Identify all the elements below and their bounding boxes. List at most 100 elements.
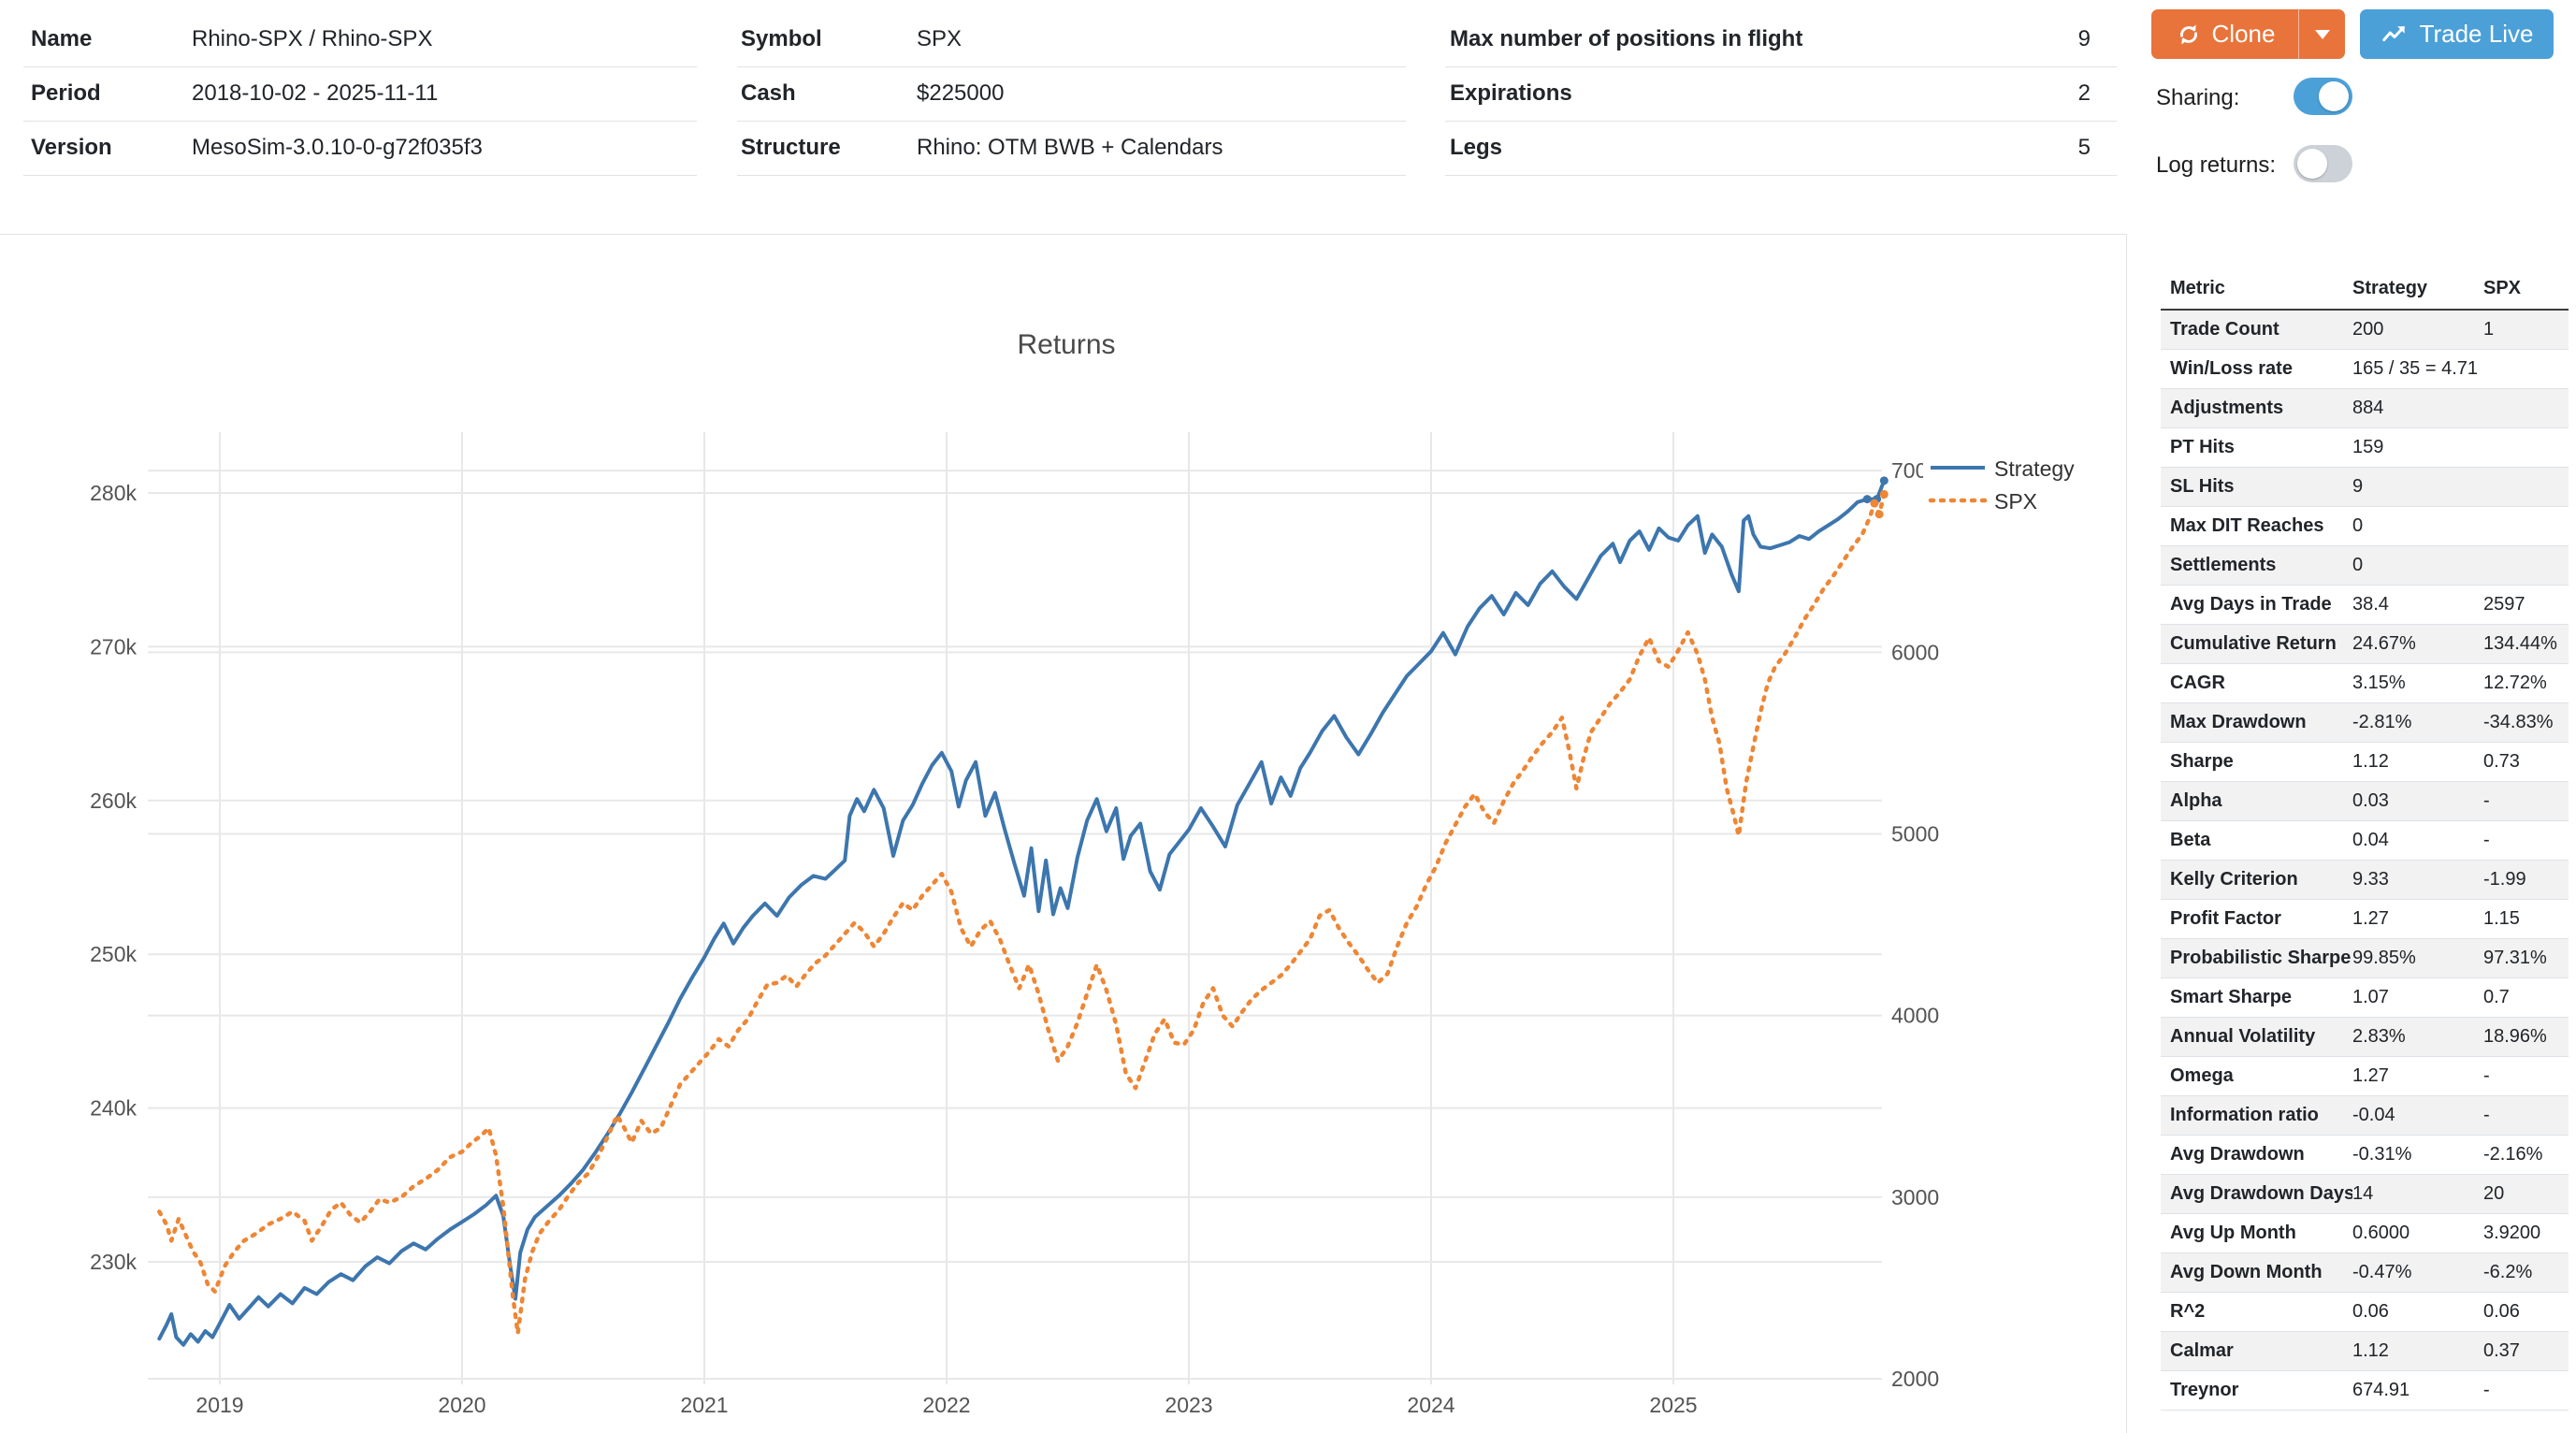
field-symbol: Symbol SPX [737,12,1406,67]
table-cell: Smart Sharpe [2170,987,2293,1007]
field-name: Name Rhino-SPX / Rhino-SPX [23,12,697,67]
table-cell: 1.07 [2352,987,2389,1007]
table-cell: 0.04 [2352,830,2389,850]
table-cell: -2.16% [2483,1144,2543,1165]
field-max-positions-label: Max number of positions in flight [1450,26,1803,51]
field-version-label: Version [31,135,112,160]
table-cell: 0.03 [2352,790,2389,811]
table-cell: -1.99 [2483,869,2526,890]
metrics-table: Metric Strategy SPX Trade Count 200 1 Win/L… [2161,268,2569,1433]
table-row: Treynor 674.91 - [2161,1371,2569,1411]
chart-axis-ticks: 230k 240k 250k 260k 270k 280k 2000 3000 4000 5000… [90,458,1939,1417]
clone-button[interactable]: Clone [2151,9,2298,59]
table-cell: Avg Down Month [2170,1262,2323,1282]
table-row: Max DIT Reaches 0 [2161,507,2569,546]
table-row: PT Hits 159 [2161,428,2569,468]
table-cell: Information ratio [2170,1105,2319,1125]
table-row: Sharpe 1.12 0.73 [2161,743,2569,782]
table-cell: SL Hits [2170,476,2235,497]
table-cell: Treynor [2170,1380,2239,1400]
metrics-table-header: Metric Strategy SPX [2161,268,2569,311]
table-cell: -0.47% [2352,1262,2412,1282]
log-returns-toggle-label: Log returns: [2156,152,2277,178]
table-cell: 1 [2483,319,2495,340]
spx-end-markers [1870,489,1889,519]
table-row: CAGR 3.15% 12.72% [2161,664,2569,703]
sharing-toggle[interactable] [2294,78,2352,115]
table-cell: Trade Count [2170,319,2279,340]
table-cell: - [2483,1380,2490,1400]
field-cash-label: Cash [741,80,796,106]
table-cell: -0.31% [2352,1144,2412,1165]
field-legs-value: 5 [2077,135,2091,160]
header-divider [0,234,2126,235]
sharing-toggle-label: Sharing: [2156,85,2240,110]
table-cell: Avg Days in Trade [2170,594,2332,615]
table-cell: -6.2% [2483,1262,2533,1282]
table-row: Adjustments 884 [2161,389,2569,428]
field-expirations-value: 2 [2077,80,2091,106]
table-cell: 14 [2352,1183,2374,1204]
log-returns-toggle[interactable] [2294,145,2352,182]
field-structure-label: Structure [741,135,841,160]
svg-text:2023: 2023 [1165,1393,1212,1417]
table-row: Calmar 1.12 0.37 [2161,1332,2569,1371]
table-cell: 1.12 [2352,1340,2389,1361]
table-cell: 0.37 [2483,1340,2520,1361]
field-expirations-label: Expirations [1450,80,1572,106]
table-cell: 18.96% [2483,1026,2547,1047]
table-row: Settlements 0 [2161,546,2569,586]
table-cell: -0.04 [2352,1105,2395,1125]
table-cell: 165 / 35 = 4.71 [2352,358,2479,379]
svg-text:2019: 2019 [195,1393,243,1417]
table-cell: 97.31% [2483,948,2547,968]
table-cell: -34.83% [2483,712,2554,732]
table-cell: Omega [2170,1065,2234,1086]
column-header-metric: Metric [2170,277,2225,298]
spx-line [157,492,1887,1336]
field-expirations: Expirations 2 [1445,66,2117,122]
table-row: Probabilistic Sharpe 99.85% 97.31% [2161,939,2569,978]
field-legs-label: Legs [1450,135,1503,160]
field-structure: Structure Rhino: OTM BWB + Calendars [737,121,1406,176]
svg-text:4000: 4000 [1891,1004,1939,1028]
chart-legend[interactable]: Strategy SPX [1923,445,2125,528]
table-row: Avg Drawdown -0.31% -2.16% [2161,1136,2569,1175]
field-name-label: Name [31,26,93,51]
table-cell: Probabilistic Sharpe [2170,948,2352,968]
table-row: Trade Count 200 1 [2161,311,2569,350]
table-cell: Annual Volatility [2170,1026,2316,1047]
svg-text:2021: 2021 [680,1393,728,1417]
table-cell: Avg Drawdown Days [2170,1183,2352,1204]
column-header-strategy: Strategy [2352,277,2428,298]
table-cell: 24.67% [2352,633,2416,654]
table-cell: PT Hits [2170,437,2235,457]
clone-dropdown-button[interactable] [2298,9,2345,59]
table-row: Alpha 0.03 - [2161,782,2569,821]
column-header-spx: SPX [2483,277,2522,298]
table-cell: Beta [2170,830,2211,850]
metrics-table-body: Trade Count 200 1 Win/Loss rate 165 / 35 = 4… [2161,311,2569,1411]
table-cell: Kelly Criterion [2170,869,2298,890]
table-cell: Avg Up Month [2170,1223,2296,1243]
field-name-value: Rhino-SPX / Rhino-SPX [192,26,433,51]
table-cell: Avg Drawdown [2170,1144,2305,1165]
field-symbol-value: SPX [917,26,962,51]
svg-text:2000: 2000 [1891,1367,1939,1391]
field-legs: Legs 5 [1445,121,2117,176]
table-cell: Calmar [2170,1340,2234,1361]
trade-live-button[interactable]: Trade Live [2360,9,2554,59]
returns-chart[interactable]: 230k 240k 250k 260k 270k 280k 2000 3000 4000 5000… [0,234,2133,1433]
clone-button-label: Clone [2211,20,2276,48]
table-cell: 0.73 [2483,751,2520,772]
svg-text:5000: 5000 [1891,821,1939,846]
table-cell: -2.81% [2352,712,2412,732]
table-row: Profit Factor 1.27 1.15 [2161,900,2569,939]
svg-text:2024: 2024 [1407,1393,1454,1417]
table-cell: Cumulative Return [2170,633,2337,654]
svg-text:3000: 3000 [1891,1185,1939,1209]
table-cell: 38.4 [2352,594,2389,615]
trending-up-icon [2381,21,2409,49]
table-row: Win/Loss rate 165 / 35 = 4.71 [2161,350,2569,389]
